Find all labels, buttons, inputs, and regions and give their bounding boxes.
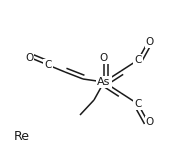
Text: O: O bbox=[146, 37, 154, 47]
Text: C: C bbox=[134, 55, 142, 65]
Text: O: O bbox=[25, 53, 33, 63]
Text: C: C bbox=[134, 99, 142, 109]
Text: As: As bbox=[97, 77, 111, 87]
Text: O: O bbox=[100, 53, 108, 63]
Text: O: O bbox=[146, 117, 154, 127]
Text: Re: Re bbox=[14, 130, 30, 142]
Text: C: C bbox=[44, 60, 52, 70]
